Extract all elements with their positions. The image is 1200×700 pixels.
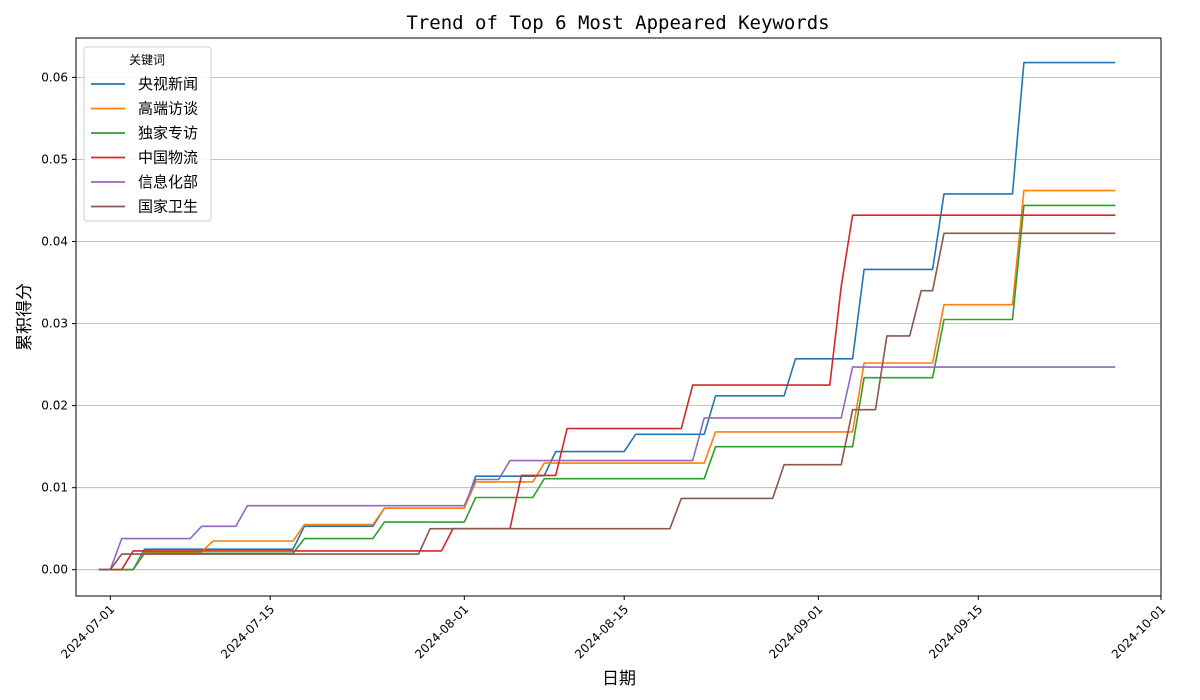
y-tick-label: 0.00 xyxy=(41,563,68,577)
series-line-1 xyxy=(98,61,1116,571)
series-line-4 xyxy=(98,214,1116,571)
legend-label: 高端访谈 xyxy=(138,100,198,118)
legend-label: 中国物流 xyxy=(138,149,198,167)
y-tick-label: 0.01 xyxy=(41,481,68,495)
plot-frame xyxy=(75,37,1162,597)
series-line-5 xyxy=(98,366,1116,571)
y-tick-label: 0.05 xyxy=(41,152,68,166)
y-axis-label: 累积得分 xyxy=(15,283,35,351)
series-line-2 xyxy=(98,189,1116,571)
y-tick-label: 0.03 xyxy=(41,317,68,331)
legend-label: 国家卫生 xyxy=(138,198,198,216)
y-tick-label: 0.06 xyxy=(41,70,68,84)
series-lines xyxy=(98,61,1116,571)
x-axis-label: 日期 xyxy=(602,669,636,689)
legend-label: 信息化部 xyxy=(138,173,198,191)
gridlines xyxy=(76,77,1161,571)
series-line-3 xyxy=(98,204,1116,571)
y-tick-label: 0.04 xyxy=(41,235,68,249)
y-tick-label: 0.02 xyxy=(41,399,68,413)
legend-box xyxy=(83,46,212,222)
chart-title: Trend of Top 6 Most Appeared Keywords xyxy=(406,12,829,34)
legend-title: 关键词 xyxy=(129,53,165,67)
y-axis-ticks: 0.00 0.01 0.02 0.03 0.04 0.05 0.06 xyxy=(41,70,76,577)
series-line-6 xyxy=(98,232,1116,571)
legend-label: 央视新闻 xyxy=(138,75,198,93)
legend-label: 独家专访 xyxy=(138,124,198,142)
